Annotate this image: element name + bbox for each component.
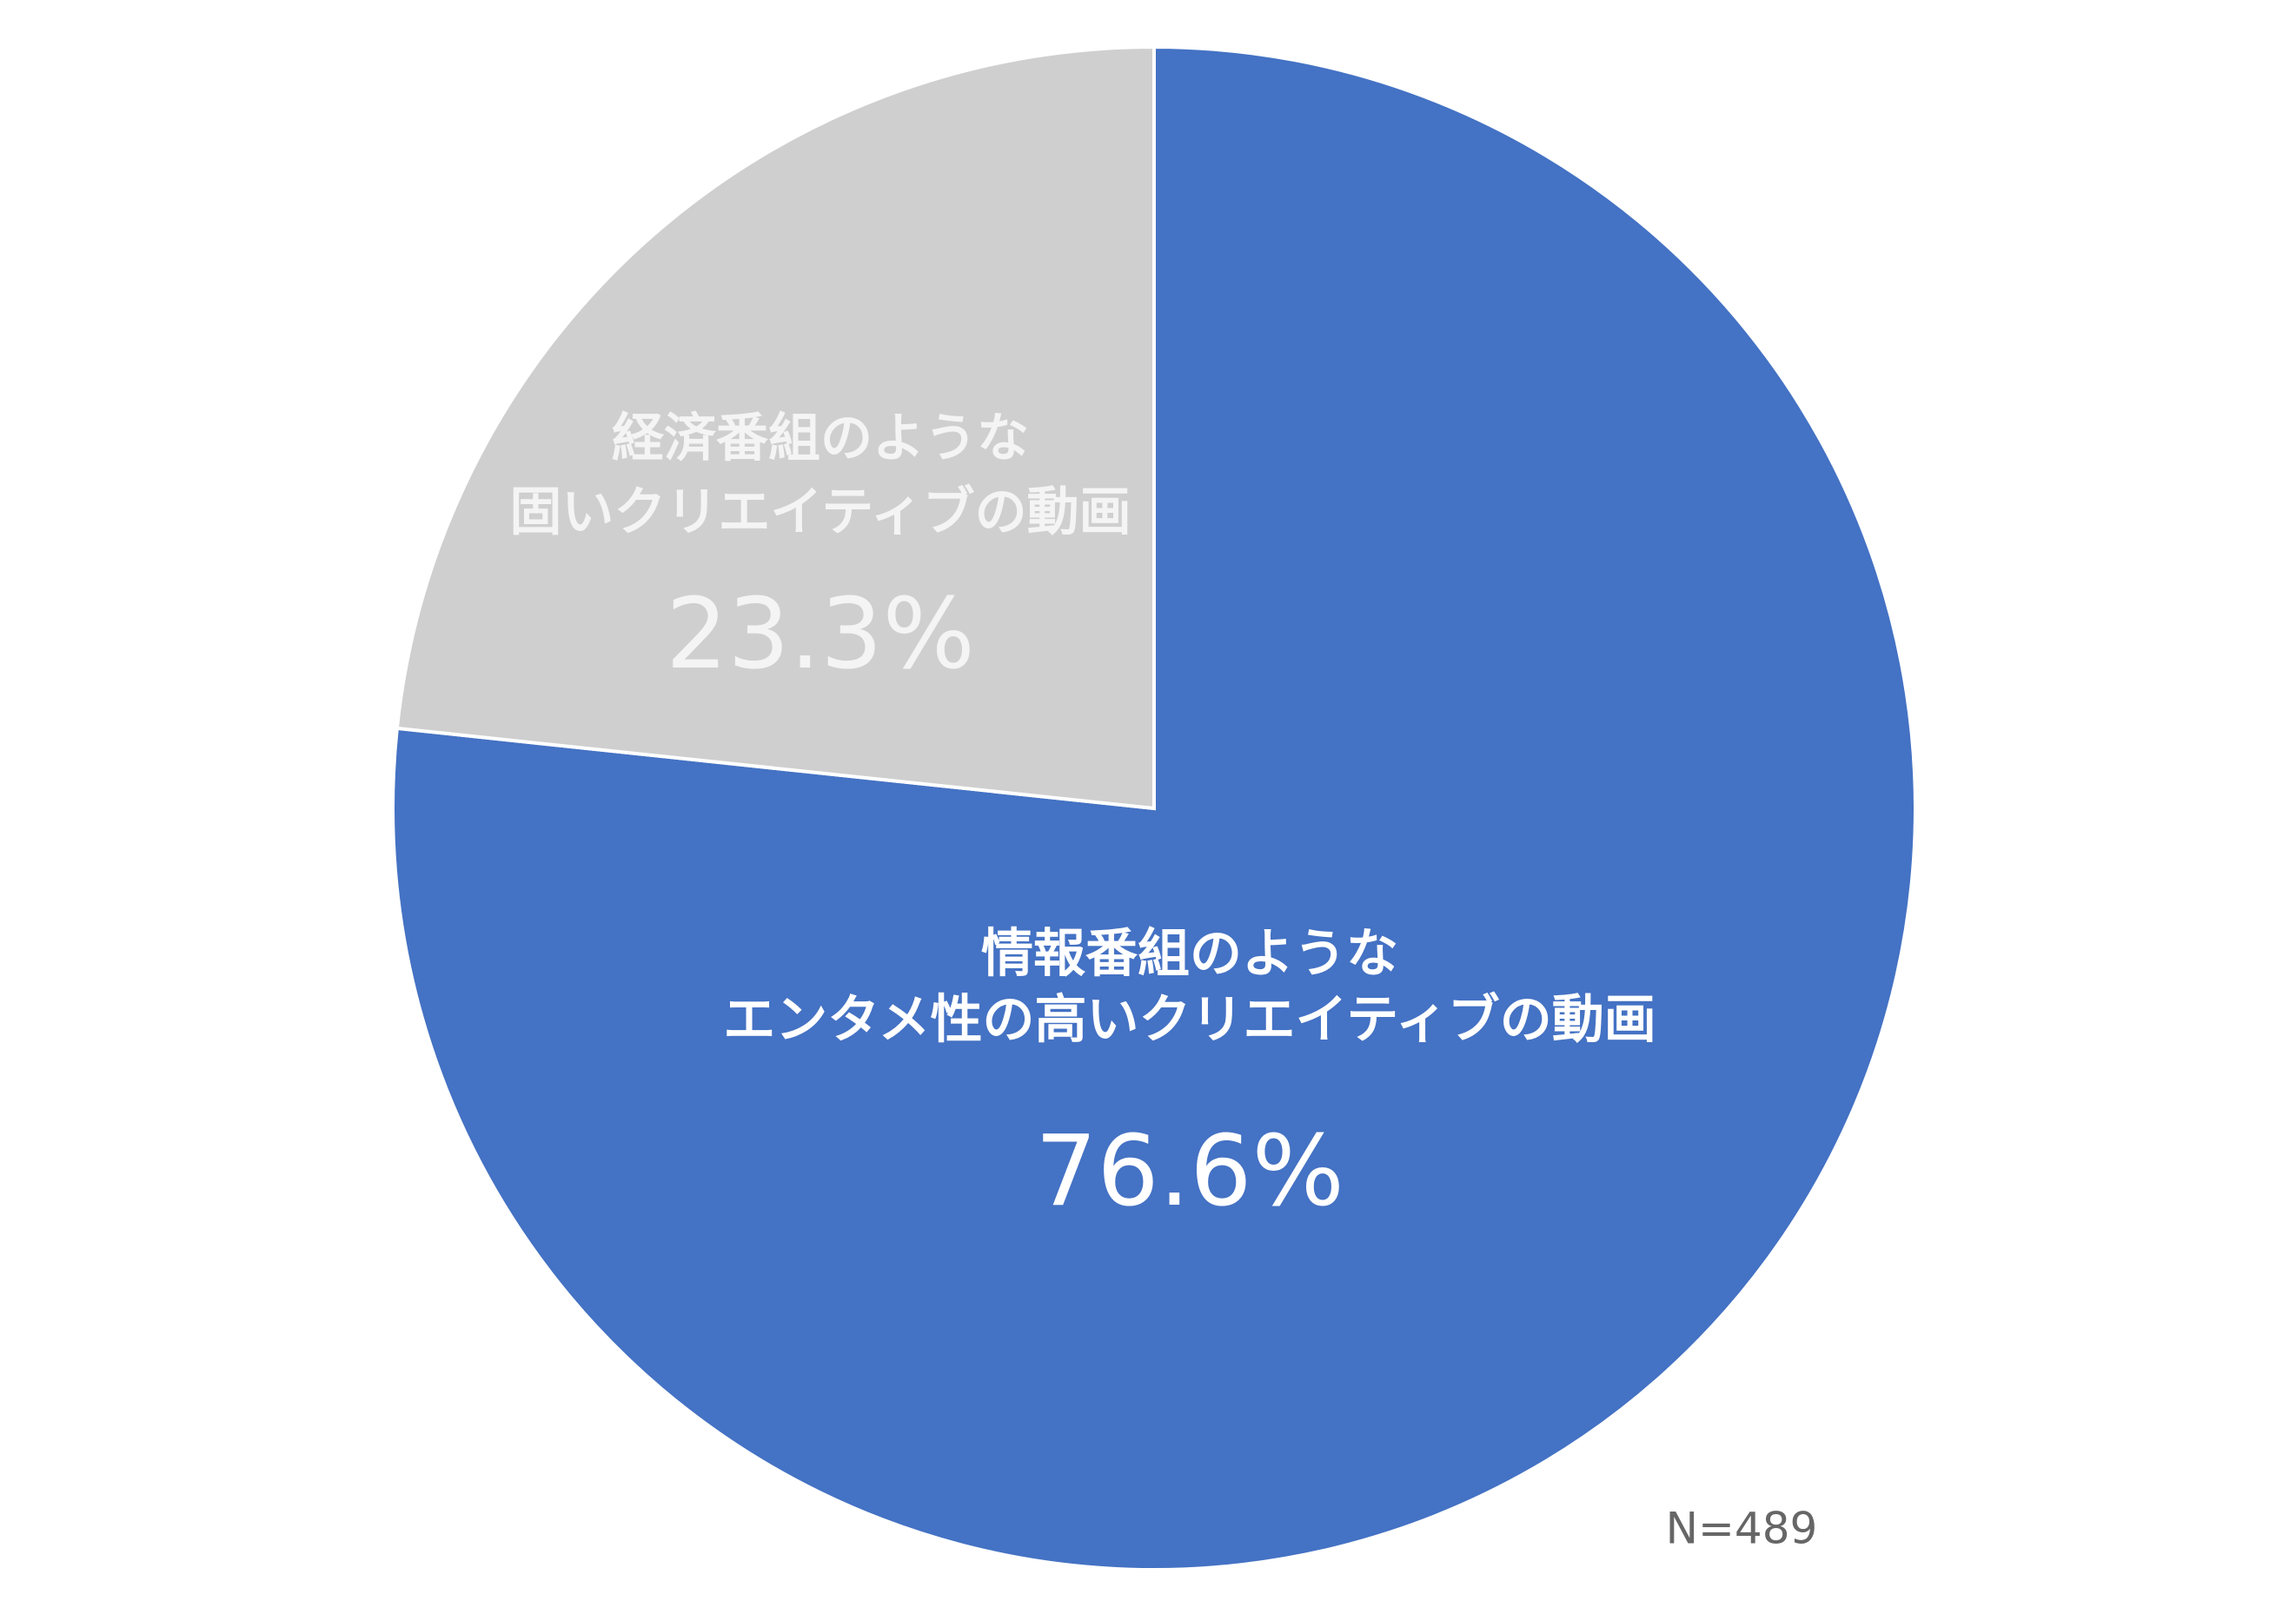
pie-slice [395,44,1156,811]
value-label: 76.6% [1035,1115,1344,1228]
slice-label: エンタメ性の高いクリエイティブの動画 [723,990,1656,1051]
slice-label: 情報番組のような [981,924,1398,985]
slice-label: 経済番組のような [612,409,1029,469]
slice-label: 固いクリエイティブの動画 [509,482,1131,543]
value-label: 23.3% [666,578,975,691]
annotation: N=489 [1666,1504,1818,1554]
